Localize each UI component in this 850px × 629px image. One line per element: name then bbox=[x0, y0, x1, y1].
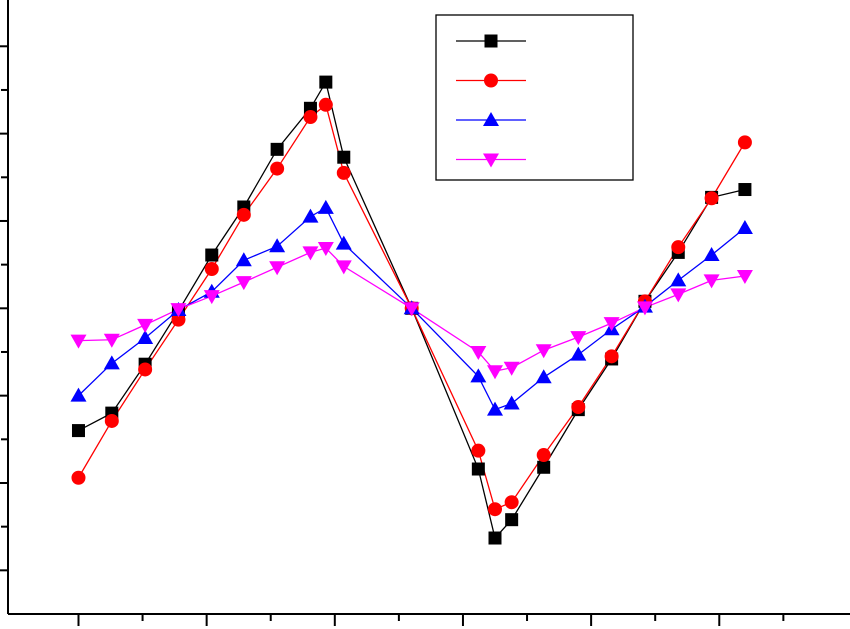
data-point bbox=[270, 161, 285, 176]
data-point bbox=[103, 333, 120, 348]
data-point bbox=[503, 395, 520, 410]
data-point bbox=[269, 261, 286, 276]
data-point bbox=[335, 260, 352, 275]
data-point bbox=[487, 365, 504, 380]
data-point bbox=[269, 238, 286, 253]
data-point bbox=[171, 312, 186, 327]
data-point bbox=[403, 302, 420, 317]
data-point bbox=[536, 448, 551, 463]
data-point bbox=[170, 303, 187, 318]
legend-marker bbox=[483, 153, 499, 168]
data-point bbox=[138, 362, 153, 377]
data-point bbox=[470, 345, 487, 360]
data-point bbox=[337, 150, 351, 164]
data-point bbox=[303, 110, 318, 125]
data-point bbox=[103, 355, 120, 370]
data-point bbox=[317, 199, 334, 214]
data-point bbox=[318, 97, 333, 112]
data-point bbox=[270, 142, 284, 156]
data-point bbox=[604, 349, 619, 364]
data-point bbox=[704, 191, 719, 206]
data-point bbox=[535, 369, 552, 384]
data-point bbox=[336, 165, 351, 180]
data-point bbox=[570, 346, 587, 361]
data-point bbox=[488, 531, 502, 545]
data-point bbox=[670, 288, 687, 303]
legend-box bbox=[435, 14, 634, 181]
data-point bbox=[670, 272, 687, 287]
data-point bbox=[571, 400, 586, 415]
data-point bbox=[70, 387, 87, 402]
data-point bbox=[636, 301, 653, 316]
data-point bbox=[317, 242, 334, 257]
data-point bbox=[603, 317, 620, 332]
data-point bbox=[335, 235, 352, 250]
data-point bbox=[737, 135, 752, 150]
legend-marker bbox=[484, 34, 498, 48]
data-point bbox=[535, 344, 552, 359]
legend-marker bbox=[484, 73, 498, 88]
data-point bbox=[736, 219, 753, 234]
data-point bbox=[703, 274, 720, 289]
data-point bbox=[302, 208, 319, 223]
data-point bbox=[736, 269, 753, 284]
data-point bbox=[537, 460, 551, 474]
data-point bbox=[204, 262, 219, 277]
data-point bbox=[471, 462, 485, 476]
data-point bbox=[703, 247, 720, 262]
data-point bbox=[235, 276, 252, 291]
data-point bbox=[470, 368, 487, 383]
data-point bbox=[471, 443, 486, 458]
data-point bbox=[203, 290, 220, 305]
data-point bbox=[235, 252, 252, 267]
data-point bbox=[488, 502, 503, 517]
data-point bbox=[71, 470, 86, 485]
data-point bbox=[137, 330, 154, 345]
data-point bbox=[302, 246, 319, 261]
data-point bbox=[738, 183, 752, 197]
data-point bbox=[570, 331, 587, 346]
data-point bbox=[71, 424, 85, 438]
data-point bbox=[504, 495, 519, 510]
data-point bbox=[487, 401, 504, 416]
data-point bbox=[205, 248, 219, 262]
data-point bbox=[104, 413, 119, 428]
data-point bbox=[671, 240, 686, 255]
legend-marker bbox=[483, 112, 499, 126]
data-point bbox=[505, 513, 519, 527]
data-point bbox=[236, 207, 251, 222]
data-point bbox=[319, 75, 333, 89]
data-point bbox=[70, 334, 87, 349]
data-point bbox=[137, 318, 154, 333]
data-point bbox=[503, 361, 520, 376]
